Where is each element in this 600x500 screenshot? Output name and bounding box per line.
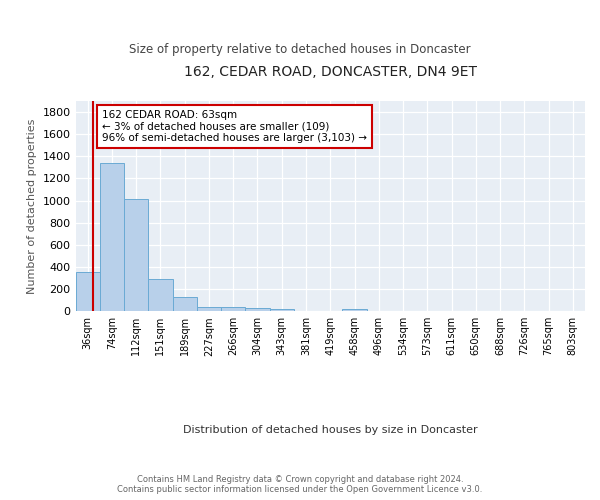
Bar: [343, 309, 367, 311]
Bar: [245, 308, 269, 311]
Text: Size of property relative to detached houses in Doncaster: Size of property relative to detached ho…: [129, 42, 471, 56]
Text: 162 CEDAR ROAD: 63sqm
← 3% of detached houses are smaller (109)
96% of semi-deta: 162 CEDAR ROAD: 63sqm ← 3% of detached h…: [102, 110, 367, 143]
Title: 162, CEDAR ROAD, DONCASTER, DN4 9ET: 162, CEDAR ROAD, DONCASTER, DN4 9ET: [184, 65, 477, 79]
Bar: [100, 163, 124, 311]
X-axis label: Distribution of detached houses by size in Doncaster: Distribution of detached houses by size …: [183, 425, 478, 435]
Bar: [148, 278, 173, 311]
Bar: [76, 272, 100, 311]
Y-axis label: Number of detached properties: Number of detached properties: [27, 118, 37, 294]
Text: Contains public sector information licensed under the Open Government Licence v3: Contains public sector information licen…: [118, 485, 482, 494]
Bar: [197, 306, 221, 311]
Text: Contains HM Land Registry data © Crown copyright and database right 2024.: Contains HM Land Registry data © Crown c…: [137, 475, 463, 484]
Bar: [221, 307, 245, 311]
Bar: [269, 309, 294, 311]
Bar: [173, 297, 197, 311]
Bar: [124, 200, 148, 311]
